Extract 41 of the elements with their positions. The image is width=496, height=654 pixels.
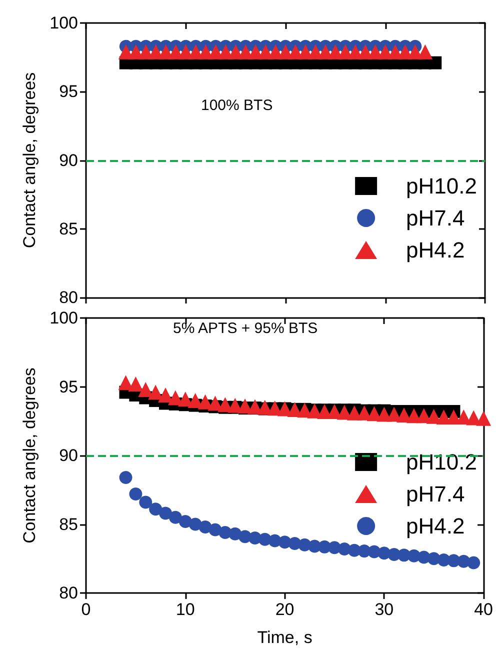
point <box>159 506 172 520</box>
x-axis-title: Time, s <box>257 628 312 647</box>
point <box>129 488 142 500</box>
y-tick-label: 95 <box>59 377 78 396</box>
point <box>467 556 480 570</box>
y-tick-label: 80 <box>59 584 78 602</box>
x-tick-label: 0 <box>81 600 91 619</box>
x-tick-label: 10 <box>176 600 195 619</box>
x-tick-label: 40 <box>474 600 494 619</box>
point <box>148 384 164 400</box>
point <box>168 390 183 406</box>
legend-label: pH7.4 <box>406 206 465 230</box>
y-tick-label: 95 <box>59 82 78 102</box>
point <box>119 471 132 484</box>
x-tick-label: 30 <box>374 600 394 619</box>
x-tick-label: 20 <box>275 600 294 619</box>
point <box>418 44 433 60</box>
point <box>139 496 152 509</box>
point <box>128 376 144 392</box>
y-axis-title: Contact angle, degrees <box>20 72 39 248</box>
legend-label: pH4.2 <box>406 238 465 262</box>
y-tick-label: 90 <box>59 446 78 465</box>
point <box>188 393 203 408</box>
legend-label: pH10.2 <box>406 174 478 198</box>
point <box>168 510 182 524</box>
legend-label: pH4.2 <box>406 514 465 538</box>
point <box>476 410 492 426</box>
y-tick-label: 90 <box>59 150 78 170</box>
y-tick-label: 100 <box>50 308 78 328</box>
y-tick-label: 100 <box>50 14 78 32</box>
annotation: 5% APTS + 95% BTS <box>173 320 318 337</box>
point <box>428 56 442 70</box>
point <box>158 388 174 402</box>
point <box>149 502 162 516</box>
y-tick-label: 85 <box>59 219 78 238</box>
point <box>138 382 154 397</box>
y-tick-label: 80 <box>59 288 78 307</box>
y-tick-label: 85 <box>59 514 78 534</box>
annotation: 100% BTS <box>201 97 273 114</box>
y-axis-title: Contact angle, degrees <box>20 368 39 544</box>
legend-label: pH7.4 <box>406 482 465 506</box>
